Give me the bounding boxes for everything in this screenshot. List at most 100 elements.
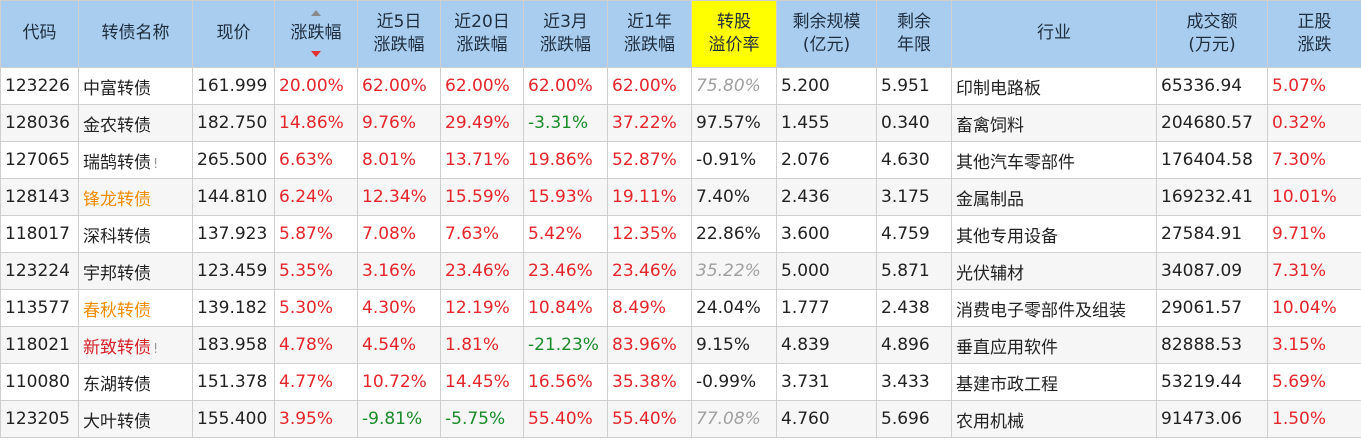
- cell-industry-text: 其他汽车零部件: [956, 152, 1075, 173]
- cell-1y-change-text: 55.40%: [612, 409, 677, 429]
- cell-turnover: 53219.44: [1156, 363, 1268, 401]
- cell-code[interactable]: 113577: [0, 289, 79, 327]
- cell-bond-name[interactable]: 东湖转债: [78, 363, 193, 401]
- cell-bond-name[interactable]: 新致转债!: [78, 326, 193, 364]
- cell-years: 4.896: [876, 326, 952, 364]
- cell-5d-change: 12.34%: [357, 178, 441, 216]
- col-header-20d[interactable]: 近20日 涨跌幅: [440, 0, 524, 68]
- cell-turnover-text: 169232.41: [1161, 187, 1253, 207]
- cell-industry-text: 金属制品: [956, 189, 1024, 210]
- cell-3m-change-text: 23.46%: [528, 261, 593, 281]
- cell-bond-name[interactable]: 金农转债: [78, 104, 193, 142]
- table-row[interactable]: 127065 瑞鹄转债! 265.500 6.63% 8.01% 13.71% 19.86%…: [0, 141, 1361, 179]
- cell-price: 139.182: [192, 289, 275, 327]
- table-row[interactable]: 110080 东湖转债 151.378 4.77% 10.72% 14.45% 16.56%…: [0, 363, 1361, 401]
- table-row[interactable]: 113577 春秋转债 139.182 5.30% 4.30% 12.19% 10.84% 8…: [0, 289, 1361, 327]
- cell-premium: -0.91%: [691, 141, 777, 179]
- cell-bond-name[interactable]: 宇邦转债: [78, 252, 193, 290]
- cell-20d-change: 15.59%: [440, 178, 524, 216]
- cell-code[interactable]: 123224: [0, 252, 79, 290]
- cell-industry-text: 其他专用设备: [956, 226, 1058, 247]
- col-header-stock-change[interactable]: 正股 涨跌: [1267, 0, 1361, 68]
- cell-scale-text: 2.436: [781, 187, 830, 207]
- cell-bond-name[interactable]: 锋龙转债: [78, 178, 193, 216]
- cell-3m-change: 15.93%: [523, 178, 608, 216]
- cell-code[interactable]: 128036: [0, 104, 79, 142]
- table-row[interactable]: 118021 新致转债! 183.958 4.78% 4.54% 1.81% -21.23%…: [0, 326, 1361, 364]
- cell-code-text: 110080: [5, 372, 70, 392]
- cell-turnover: 204680.57: [1156, 104, 1268, 142]
- warning-mark-icon: !: [153, 156, 159, 172]
- cell-premium-text: -0.99%: [696, 372, 757, 392]
- cell-price-text: 182.750: [197, 113, 268, 133]
- table-row[interactable]: 123226 中富转债 161.999 20.00% 62.00% 62.00% 62.00…: [0, 67, 1361, 105]
- cell-5d-change: 10.72%: [357, 363, 441, 401]
- col-header-1y[interactable]: 近1年 涨跌幅: [607, 0, 692, 68]
- cell-3m-change-text: 15.93%: [528, 187, 593, 207]
- cell-years: 3.175: [876, 178, 952, 216]
- cell-3m-change-text: 62.00%: [528, 76, 593, 96]
- cell-bond-name-text: 春秋转债: [83, 300, 151, 321]
- table-row[interactable]: 123224 宇邦转债 123.459 5.35% 3.16% 23.46% 23.46% 2…: [0, 252, 1361, 290]
- cell-bond-name-text: 宇邦转债: [83, 263, 151, 284]
- cell-stock-change-text: 9.71%: [1272, 224, 1327, 244]
- cell-bond-name-text: 锋龙转债: [83, 189, 151, 210]
- cell-premium: 9.15%: [691, 326, 777, 364]
- cell-price: 265.500: [192, 141, 275, 179]
- cell-industry: 垂直应用软件: [951, 326, 1157, 364]
- cell-industry: 金属制品: [951, 178, 1157, 216]
- cell-bond-name[interactable]: 深科转债: [78, 215, 193, 253]
- cell-price: 183.958: [192, 326, 275, 364]
- cell-1y-change-text: 52.87%: [612, 150, 677, 170]
- col-header-turnover[interactable]: 成交额 (万元): [1156, 0, 1268, 68]
- cell-stock-change-text: 5.69%: [1272, 372, 1327, 392]
- col-header-change[interactable]: 涨跌幅: [274, 0, 358, 68]
- col-header-name[interactable]: 转债名称: [78, 0, 193, 68]
- cell-code[interactable]: 123226: [0, 67, 79, 105]
- cell-bond-name[interactable]: 中富转债: [78, 67, 193, 105]
- cell-code[interactable]: 118017: [0, 215, 79, 253]
- cell-stock-change: 3.15%: [1267, 326, 1361, 364]
- cell-code[interactable]: 123205: [0, 400, 79, 438]
- cell-scale-text: 4.839: [781, 335, 830, 355]
- cell-bond-name[interactable]: 大叶转债: [78, 400, 193, 438]
- cell-scale: 4.839: [776, 326, 877, 364]
- cell-price: 123.459: [192, 252, 275, 290]
- cell-3m-change-text: 10.84%: [528, 298, 593, 318]
- cell-scale: 1.455: [776, 104, 877, 142]
- cell-code[interactable]: 128143: [0, 178, 79, 216]
- cell-bond-name[interactable]: 瑞鹄转债!: [78, 141, 193, 179]
- col-header-3m[interactable]: 近3月 涨跌幅: [523, 0, 608, 68]
- cell-scale-text: 4.760: [781, 409, 830, 429]
- cell-price: 144.810: [192, 178, 275, 216]
- cell-bond-name[interactable]: 春秋转债: [78, 289, 193, 327]
- cell-3m-change: -21.23%: [523, 326, 608, 364]
- cell-scale: 2.436: [776, 178, 877, 216]
- table-row[interactable]: 128143 锋龙转债 144.810 6.24% 12.34% 15.59% 15.93%…: [0, 178, 1361, 216]
- cell-years-text: 3.433: [881, 372, 930, 392]
- col-header-premium[interactable]: 转股 溢价率: [691, 0, 777, 68]
- table-row[interactable]: 128036 金农转债 182.750 14.86% 9.76% 29.49% -3.31%…: [0, 104, 1361, 142]
- table-row[interactable]: 123205 大叶转债 155.400 3.95% -9.81% -5.75% 55.40%…: [0, 400, 1361, 438]
- cell-5d-change-text: 3.16%: [362, 261, 417, 281]
- cell-stock-change: 10.04%: [1267, 289, 1361, 327]
- cell-code[interactable]: 118021: [0, 326, 79, 364]
- cell-code[interactable]: 127065: [0, 141, 79, 179]
- cell-years: 5.871: [876, 252, 952, 290]
- cell-code[interactable]: 110080: [0, 363, 79, 401]
- col-header-code[interactable]: 代码: [0, 0, 79, 68]
- cell-turnover: 176404.58: [1156, 141, 1268, 179]
- col-header-scale[interactable]: 剩余规模 (亿元): [776, 0, 877, 68]
- table-row[interactable]: 118017 深科转债 137.923 5.87% 7.08% 7.63% 5.42% 12.…: [0, 215, 1361, 253]
- col-header-industry[interactable]: 行业: [951, 0, 1157, 68]
- col-header-price[interactable]: 现价: [192, 0, 275, 68]
- col-header-years[interactable]: 剩余 年限: [876, 0, 952, 68]
- col-header-5d[interactable]: 近5日 涨跌幅: [357, 0, 441, 68]
- cell-scale-text: 1.455: [781, 113, 830, 133]
- cell-3m-change-text: -21.23%: [528, 335, 599, 355]
- cell-industry: 农用机械: [951, 400, 1157, 438]
- cell-bond-name-text: 瑞鹄转债: [83, 152, 151, 173]
- cell-industry-text: 垂直应用软件: [956, 337, 1058, 358]
- cell-20d-change-text: 62.00%: [445, 76, 510, 96]
- cell-turnover-text: 29061.57: [1161, 298, 1243, 318]
